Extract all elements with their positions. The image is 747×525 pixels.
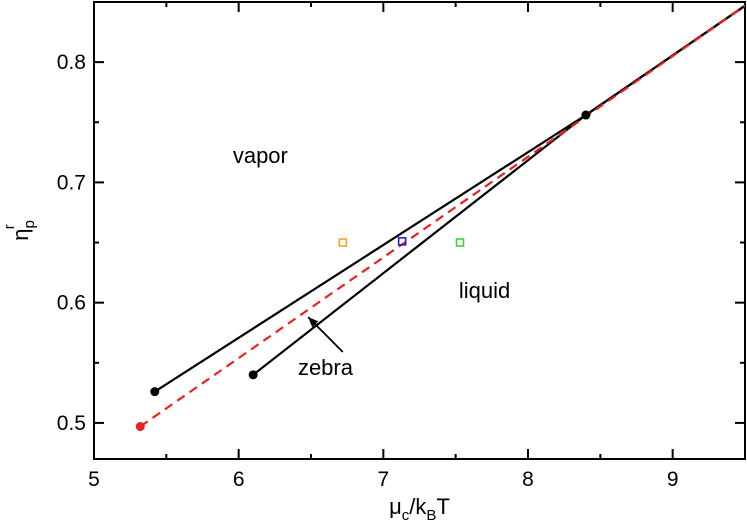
square-marker [455, 238, 465, 247]
dot-marker [150, 387, 160, 397]
square-marker [397, 237, 407, 246]
x-axis-title: μc/kBT [389, 494, 450, 524]
annotation-label: zebra [298, 355, 354, 380]
x-tick-label: 8 [522, 468, 534, 491]
annotation-arrow-head [308, 317, 319, 328]
dashed-series-line [139, 4, 745, 428]
annotation-label: vapor [233, 143, 288, 168]
dot-marker [135, 422, 145, 432]
y-axis-title: ηpr [1, 220, 38, 241]
x-tick-label: 6 [233, 468, 245, 491]
series-layer [139, 4, 745, 428]
x-tick-label: 7 [377, 468, 389, 491]
marker-layer [135, 110, 591, 432]
solid-series-line-1 [154, 4, 745, 393]
square-marker [338, 238, 348, 247]
plot-area [93, 1, 746, 460]
dot-marker [581, 110, 591, 120]
svg-text:ηpr: ηpr [1, 220, 38, 241]
annotation-label: liquid [459, 278, 510, 303]
x-tick-label: 9 [667, 468, 679, 491]
dot-marker [248, 370, 258, 380]
y-tick-label: 0.8 [57, 51, 86, 74]
axis-ticks: 5 6 7 8 9 0.5 0.6 0.7 0.8 [57, 0, 746, 491]
x-tick-label: 5 [88, 468, 100, 491]
y-tick-label: 0.6 [57, 292, 86, 315]
label-layer: vapor liquid zebra [233, 143, 510, 380]
y-tick-label: 0.7 [57, 171, 86, 194]
y-tick-label: 0.5 [57, 412, 86, 435]
